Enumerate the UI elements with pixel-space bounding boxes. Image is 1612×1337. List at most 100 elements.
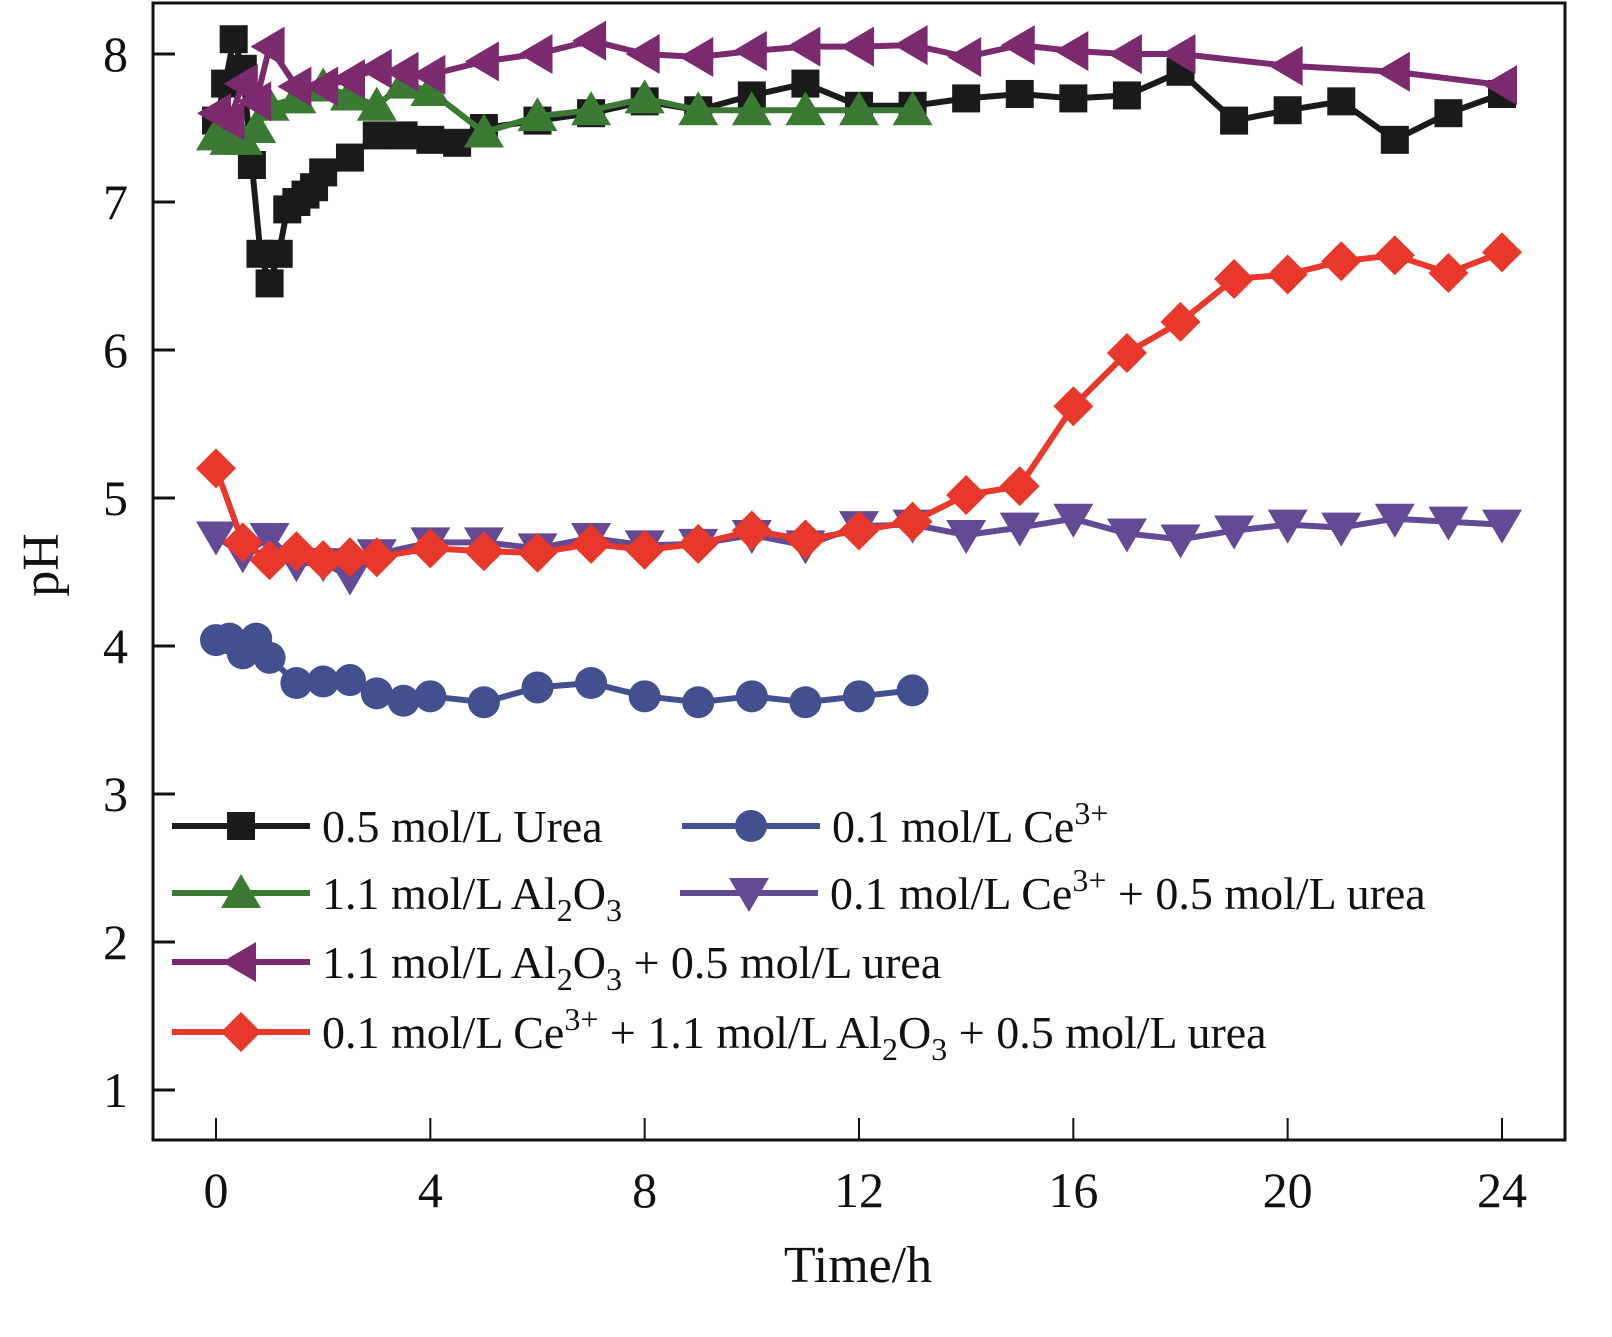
data-point [280,667,313,699]
data-point [1273,96,1302,125]
data-point [1107,34,1142,74]
data-point [237,81,272,122]
data-point [678,91,719,126]
data-point [999,466,1040,507]
data-point [410,72,451,106]
data-point [575,667,608,699]
data-point [1375,51,1410,92]
data-point [1428,506,1469,541]
x-axis: 0 4 8 12 16 20 24 [204,1118,1527,1218]
data-point [624,79,665,114]
data-point [222,522,263,563]
data-point [196,448,236,489]
data-point [628,680,661,713]
data-point [678,523,719,564]
data-point [785,519,826,560]
data-point [309,158,338,187]
data-point [1374,235,1415,276]
data-point [223,63,258,104]
data-point [893,25,928,66]
data-point [517,97,558,132]
data-point [307,665,340,698]
data-point [411,54,446,95]
legend-item: 1.1 mol/L Al2O3 + 0.5 mol/L urea [172,937,941,997]
x-tick-label: 24 [1477,1162,1527,1218]
data-point [1434,99,1463,128]
legend-item: 0.5 mol/L Urea [172,801,603,852]
data-point [410,528,451,569]
x-tick-label: 12 [834,1162,884,1218]
data-point [896,674,929,707]
x-axis-title: Time/h [784,1237,932,1294]
data-point [1161,34,1196,74]
data-point [236,109,277,143]
data-point [1327,87,1356,116]
data-point [1160,301,1201,342]
data-point [356,537,397,578]
data-point [732,31,767,72]
data-point [249,522,290,557]
data-point [517,532,558,573]
series-line [214,37,1503,124]
data-point [304,66,339,107]
y-tick-label: 2 [103,914,128,970]
data-point [357,48,392,89]
data-point [947,36,982,77]
data-point [356,86,397,121]
data-point [463,531,504,572]
legend-item: 0.1 mol/L Ce3+ [682,795,1108,852]
data-point [1005,79,1034,108]
data-point [1059,84,1088,113]
x-tick-label: 0 [204,1162,229,1218]
legend-item: 0.1 mol/L Ce3+ + 1.1 mol/L Al2O3 + 0.5 m… [172,1001,1267,1067]
data-point [277,66,312,107]
legend-marker [221,874,261,908]
data-point [1321,241,1362,282]
data-point [1428,253,1469,294]
y-tick-label: 6 [103,322,128,378]
data-point [624,529,665,570]
legend-marker [735,810,767,842]
data-point [1380,125,1409,154]
data-point [219,25,248,54]
data-point [946,520,987,554]
data-point [250,26,285,67]
data-point [1483,65,1517,106]
data-point [518,34,553,74]
legend-marker [222,942,256,982]
data-point [1267,254,1308,295]
legend-label: 0.1 mol/L Ce3+ + 0.5 mol/L urea [830,862,1426,919]
y-tick-label: 3 [103,766,128,822]
data-point [1220,106,1249,135]
data-point [467,686,500,719]
y-tick-label: 5 [103,470,128,526]
x-tick-label: 16 [1048,1162,1098,1218]
legend-marker [221,1012,261,1052]
legend-label: 1.1 mol/L Al2O3 [322,868,622,928]
data-point [416,125,445,154]
legend-item: 1.1 mol/L Al2O3 [172,868,622,928]
data-point [253,641,286,674]
data-point [210,100,245,141]
legend-label: 1.1 mol/L Al2O3 + 0.5 mol/L urea [322,937,941,997]
data-point [1112,81,1141,110]
data-point [1267,509,1308,544]
data-point [1106,518,1147,553]
y-tick-label: 8 [103,26,128,82]
data-point [330,59,365,100]
data-point [387,684,420,717]
data-point [1482,232,1522,273]
data-point [335,143,364,172]
y-axis: 1 2 3 4 5 6 7 8 [103,26,175,1118]
data-point [952,84,981,113]
legend-marker [227,812,255,840]
x-tick-label: 4 [418,1162,443,1218]
series-square [202,25,1516,298]
data-point [999,512,1040,547]
data-point [1482,509,1522,544]
data-point [731,510,772,551]
series-diamond [196,232,1522,581]
data-point [1053,386,1094,427]
data-point [946,475,987,516]
